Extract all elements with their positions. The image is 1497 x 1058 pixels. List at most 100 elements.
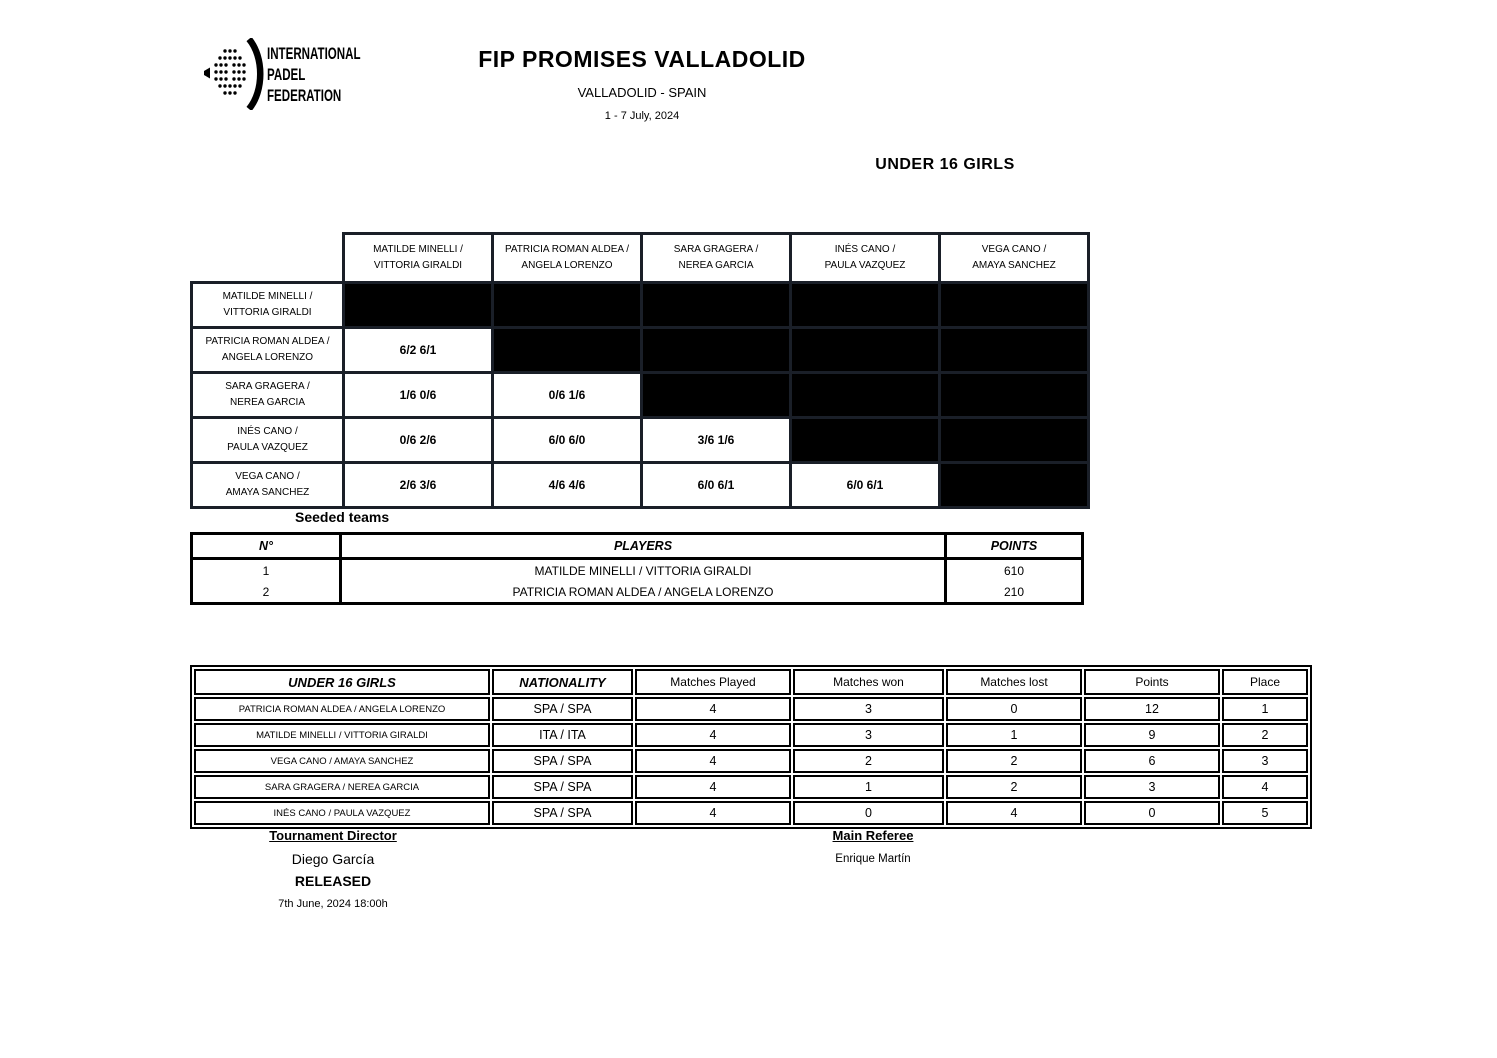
tournament-director-name: Diego García <box>291 851 375 867</box>
standings-header-points: Points <box>1084 669 1220 695</box>
logo-line-2: PADEL <box>267 64 306 84</box>
matrix-blocked-cell <box>789 281 941 329</box>
ipf-logo-text: INTERNATIONAL PADEL FEDERATION <box>267 43 405 106</box>
matrix-row-header: VEGA CANO / AMAYA SANCHEZ <box>190 461 345 509</box>
matrix-col-header: INÉS CANO / PAULA VAZQUEZ <box>789 232 941 284</box>
standings-played: 4 <box>635 775 791 799</box>
matrix-score-cell: 0/6 2/6 <box>342 416 494 464</box>
matrix-blocked-cell <box>640 281 792 329</box>
matrix-row-header: MATILDE MINELLI / VITTORIA GIRALDI <box>190 281 345 329</box>
matrix-blocked-cell <box>938 281 1090 329</box>
standings-nationality: SPA / SPA <box>492 801 633 825</box>
seeded-players: PATRICIA ROMAN ALDEA / ANGELA LORENZO <box>339 581 947 604</box>
padel-ball-icon <box>204 38 264 110</box>
released-datetime: 7th June, 2024 18:00h <box>278 898 388 910</box>
matrix-col-header: VEGA CANO / AMAYA SANCHEZ <box>938 232 1090 284</box>
standings-place: 4 <box>1222 775 1308 799</box>
matrix-row-header: SARA GRAGERA / NEREA GARCIA <box>190 371 345 419</box>
matrix-corner-cell <box>192 234 344 283</box>
standings-place: 2 <box>1222 723 1308 747</box>
standings-header-lost: Matches lost <box>946 669 1082 695</box>
matrix-blocked-cell <box>789 326 941 374</box>
matrix-score-cell: 0/6 1/6 <box>491 371 643 419</box>
page-title: FIP PROMISES VALLADOLID <box>478 46 806 72</box>
standings-header-category: UNDER 16 GIRLS <box>194 669 490 695</box>
matrix-blocked-cell <box>938 461 1090 509</box>
standings-header-played: Matches Played <box>635 669 791 695</box>
matrix-blocked-cell <box>789 371 941 419</box>
standings-team: SARA GRAGERA / NEREA GARCIA <box>194 775 490 799</box>
matrix-score-cell: 2/6 3/6 <box>342 461 494 509</box>
standings-nationality: ITA / ITA <box>492 723 633 747</box>
matrix-col-header: SARA GRAGERA / NEREA GARCIA <box>640 232 792 284</box>
logo-line-1: INTERNATIONAL <box>267 43 361 63</box>
matrix-blocked-cell <box>938 326 1090 374</box>
location-subtitle: VALLADOLID - SPAIN <box>577 85 707 100</box>
standings-points: 0 <box>1084 801 1220 825</box>
main-referee-block: Main Referee Enrique Martín <box>768 828 978 865</box>
standings-lost: 0 <box>946 697 1082 721</box>
standings-played: 4 <box>635 723 791 747</box>
tournament-director-block: Tournament Director Diego García RELEASE… <box>228 828 438 910</box>
seeded-header-number: N° <box>190 533 342 560</box>
standings-won: 0 <box>793 801 944 825</box>
matrix-col-header: PATRICIA ROMAN ALDEA / ANGELA LORENZO <box>491 232 643 284</box>
seeded-number: 2 <box>190 581 342 604</box>
seeded-players: MATILDE MINELLI / VITTORIA GIRALDI <box>339 558 947 581</box>
matrix-blocked-cell <box>491 281 643 329</box>
standings-team: PATRICIA ROMAN ALDEA / ANGELA LORENZO <box>194 697 490 721</box>
matrix-score-cell: 4/6 4/6 <box>491 461 643 509</box>
standings-lost: 2 <box>946 775 1082 799</box>
matrix-score-cell: 6/0 6/1 <box>789 461 941 509</box>
standings-team: VEGA CANO / AMAYA SANCHEZ <box>194 749 490 773</box>
standings-won: 2 <box>793 749 944 773</box>
matrix-score-cell: 6/0 6/1 <box>640 461 792 509</box>
released-status: RELEASED <box>294 873 372 889</box>
logo-line-3: FEDERATION <box>267 85 342 105</box>
matrix-blocked-cell <box>938 371 1090 419</box>
standings-points: 6 <box>1084 749 1220 773</box>
standings-lost: 2 <box>946 749 1082 773</box>
seeded-points: 610 <box>944 558 1084 581</box>
standings-team: MATILDE MINELLI / VITTORIA GIRALDI <box>194 723 490 747</box>
seeded-teams-label: Seeded teams <box>295 509 390 525</box>
seeded-header-points: POINTS <box>944 533 1084 560</box>
standings-lost: 1 <box>946 723 1082 747</box>
matrix-row-header: PATRICIA ROMAN ALDEA / ANGELA LORENZO <box>190 326 345 374</box>
matrix-score-cell: 3/6 1/6 <box>640 416 792 464</box>
seeded-number: 1 <box>190 558 342 581</box>
matrix-blocked-cell <box>789 416 941 464</box>
matrix-col-header: MATILDE MINELLI / VITTORIA GIRALDI <box>342 232 494 284</box>
seeded-teams-table: N° PLAYERS POINTS 1 MATILDE MINELLI / VI… <box>190 532 1084 605</box>
standings-nationality: SPA / SPA <box>492 697 633 721</box>
matrix-blocked-cell <box>938 416 1090 464</box>
matrix-blocked-cell <box>342 281 494 329</box>
standings-place: 1 <box>1222 697 1308 721</box>
matrix-score-cell: 6/0 6/0 <box>491 416 643 464</box>
matrix-blocked-cell <box>491 326 643 374</box>
standings-place: 3 <box>1222 749 1308 773</box>
standings-points: 12 <box>1084 697 1220 721</box>
matrix-row-header: INÉS CANO / PAULA VAZQUEZ <box>190 416 345 464</box>
matrix-score-cell: 6/2 6/1 <box>342 326 494 374</box>
matrix-blocked-cell <box>640 326 792 374</box>
category-heading: UNDER 16 GIRLS <box>875 156 1015 173</box>
standings-won: 3 <box>793 697 944 721</box>
standings-table: UNDER 16 GIRLS NATIONALITY Matches Playe… <box>190 665 1312 829</box>
matrix-blocked-cell <box>640 371 792 419</box>
standings-nationality: SPA / SPA <box>492 775 633 799</box>
standings-won: 3 <box>793 723 944 747</box>
standings-lost: 4 <box>946 801 1082 825</box>
main-referee-name: Enrique Martín <box>835 853 911 865</box>
event-dates: 1 - 7 July, 2024 <box>604 110 680 122</box>
seeded-header-players: PLAYERS <box>339 533 947 560</box>
tournament-director-label: Tournament Director <box>269 828 397 843</box>
standings-points: 3 <box>1084 775 1220 799</box>
matrix-score-cell: 1/6 0/6 <box>342 371 494 419</box>
standings-played: 4 <box>635 697 791 721</box>
main-referee-label: Main Referee <box>832 828 914 843</box>
standings-played: 4 <box>635 749 791 773</box>
seeded-points: 210 <box>944 581 1084 604</box>
standings-place: 5 <box>1222 801 1308 825</box>
standings-header-place: Place <box>1222 669 1308 695</box>
